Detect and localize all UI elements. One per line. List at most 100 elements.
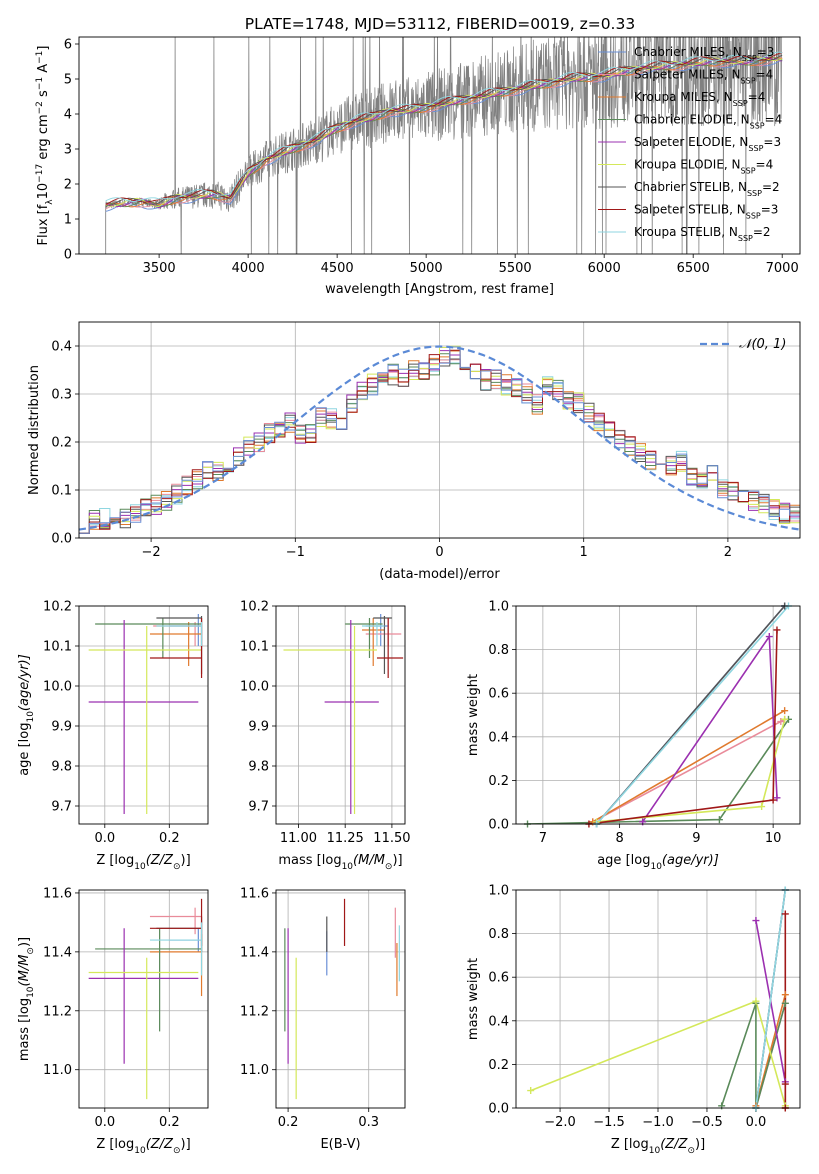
y-tick-label: 10.2: [43, 600, 72, 615]
x-tick-label: 7: [539, 831, 547, 846]
label-part: age [log: [597, 853, 650, 868]
x-tick-label: 0: [435, 545, 443, 560]
axes-weight-vs-Z: −2.0 −1.5 −1.0 −0.5 0.0 0.0 0.2 0.4 0.6 0.8 1.0 Z […: [466, 884, 801, 1156]
axes-age-vs-mass: 11.00 11.25 11.50 9.7 9.8 9.9 10.0 10.1 10.2 mass…: [240, 600, 410, 873]
label-part: ⊙: [173, 1146, 181, 1156]
y-tick-label: 11.4: [43, 945, 72, 960]
label-part: mass [log: [17, 998, 32, 1061]
label-part: s: [36, 90, 51, 101]
label-part: Flux [f: [36, 204, 51, 245]
x-axis-label: Z [log10(Z/Z⊙)]: [96, 1137, 190, 1156]
label-part: 10: [134, 1146, 146, 1156]
plot-area-spectrum: [105, 37, 783, 254]
x-tick-label: 6000: [588, 261, 621, 276]
legend-name: Chabrier MILES, N: [634, 45, 742, 59]
label-part: )]: [181, 853, 191, 868]
y-tick-label: 11.2: [240, 1004, 269, 1019]
y-tick-label: 0.2: [51, 436, 72, 451]
y-tick-label: 9.9: [51, 720, 72, 735]
x-axis-label: Z [log10(Z/Z⊙)]: [96, 853, 190, 872]
label-part: (age/yr)]: [662, 853, 719, 868]
axes-frame: [78, 605, 209, 825]
legend-sub: SSP: [742, 54, 757, 63]
model-spectrum-5: [105, 56, 783, 207]
legend-name: Kroupa STELIB, N: [634, 225, 738, 239]
weight-marker-2: [781, 707, 789, 715]
label-part: age [log: [17, 723, 32, 776]
x-tick-label: −1.0: [642, 1115, 674, 1130]
x-tick-label: 11.25: [327, 831, 364, 846]
label-part: )]: [181, 1137, 191, 1152]
x-tick-label: 6500: [677, 261, 710, 276]
x-tick-label: 0.0: [746, 1115, 767, 1130]
label-part: ⊙: [385, 862, 393, 872]
label-part: A: [36, 64, 51, 77]
label-part: (age/yr)]: [17, 654, 32, 711]
y-tick-label: 0.8: [488, 643, 509, 658]
axes-frame: [515, 605, 801, 825]
y-tick-label: 10.0: [240, 680, 269, 695]
model-spectrum-6: [105, 54, 783, 207]
x-tick-label: −1: [286, 545, 305, 560]
label-part: Z [log: [611, 1137, 649, 1152]
legend-sub: SSP: [738, 234, 753, 243]
label-part: )]: [392, 853, 402, 868]
x-tick-label: 4000: [232, 261, 265, 276]
y-tick-label: 10.2: [240, 600, 269, 615]
y-tick-label: 10.1: [43, 640, 72, 655]
y-axis-label: mass weight: [466, 674, 481, 756]
y-tick-label: 10.1: [240, 640, 269, 655]
y-tick-label: 9.7: [248, 800, 269, 815]
y-tick-label: 0.0: [488, 818, 509, 833]
y-tick-label: 0.3: [51, 388, 72, 403]
y-tick-label: 0.6: [488, 687, 509, 702]
y-tick-label: 0.8: [488, 927, 509, 942]
figure-title: PLATE=1748, MJD=53112, FIBERID=0019, z=0…: [245, 15, 635, 33]
legend-count: =3: [763, 135, 781, 149]
legend-count: =3: [761, 203, 779, 217]
model-spectrum-0: [105, 59, 783, 212]
axes-frame: [78, 36, 801, 255]
legend-name: Salpeter ELODIE, N: [634, 135, 748, 149]
label-part: (M/M: [353, 853, 385, 868]
y-tick-label: 6: [64, 38, 72, 53]
x-axis-label: age [log10(age/yr)]: [597, 853, 719, 872]
legend-sub: SSP: [733, 99, 748, 108]
label-part: ]: [36, 46, 51, 51]
x-tick-label: 11.50: [373, 831, 410, 846]
x-tick-label: 5000: [410, 261, 443, 276]
legend-sub: SSP: [746, 211, 761, 220]
label-part: (Z/Z: [146, 1137, 174, 1152]
weight-line-8: [595, 606, 790, 824]
legend-name: Chabrier ELODIE, N: [634, 113, 750, 127]
label-part: mass [log: [278, 853, 341, 868]
label-part: −17: [35, 164, 45, 183]
label-part: ⊙: [687, 1146, 695, 1156]
y-tick-label: 9.8: [248, 760, 269, 775]
x-tick-label: 0.2: [278, 1115, 299, 1130]
y-tick-label: 11.6: [43, 886, 72, 901]
y-tick-label: 9.8: [51, 760, 72, 775]
legend-count: =4: [765, 113, 783, 127]
legend-count: =3: [757, 45, 775, 59]
axes-frame: [515, 889, 801, 1109]
label-part: Z [log: [96, 1137, 134, 1152]
y-axis-label: mass [log10(M/M⊙)]: [17, 937, 36, 1061]
weight-marker-2: [781, 991, 789, 999]
label-part: )]: [695, 1137, 705, 1152]
axes-residuals: −2 −1 0 1 2 0.0 0.1 0.2 0.3 0.4 𝒩(0, 1) (data-model…: [27, 321, 801, 582]
label-part: 10: [649, 1146, 661, 1156]
y-tick-label: 0.6: [488, 971, 509, 986]
label-part: ⊙: [26, 947, 36, 955]
legend-name: Salpeter STELIB, N: [634, 203, 746, 217]
x-axis-label: E(B-V): [320, 1137, 360, 1152]
y-tick-label: 0.4: [488, 1014, 509, 1029]
y-tick-label: 5: [64, 73, 72, 88]
label-part: (M/M: [17, 955, 32, 987]
x-tick-label: 0.0: [94, 1115, 115, 1130]
axes-frame: [78, 889, 209, 1109]
label-part: Z [log: [96, 853, 134, 868]
y-tick-label: 1.0: [488, 884, 509, 899]
